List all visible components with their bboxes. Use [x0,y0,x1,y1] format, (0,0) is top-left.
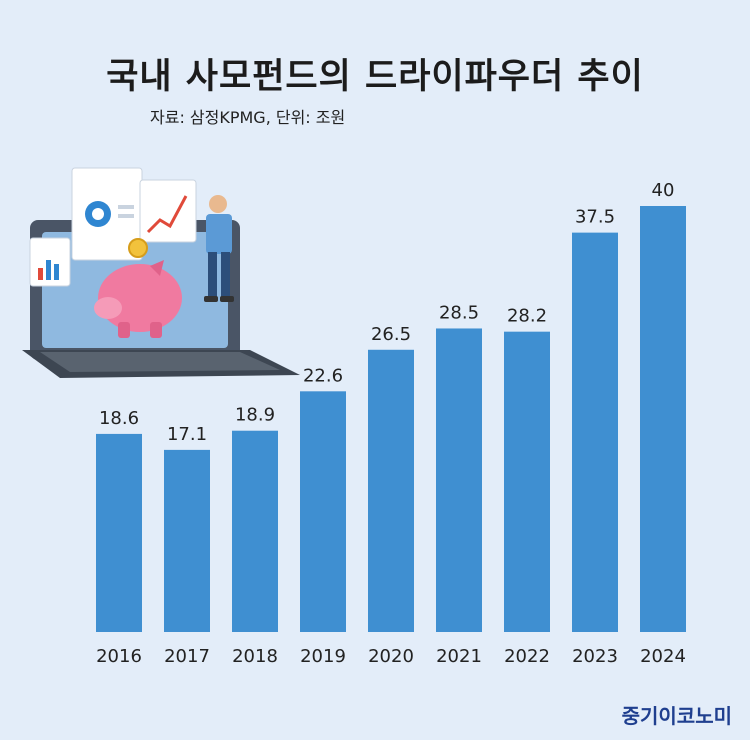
bar-2020 [368,349,414,632]
category-label-2017: 2017 [164,646,210,667]
category-label-2021: 2021 [436,646,482,667]
value-label-2020: 26.5 [371,324,411,345]
bar-2021 [436,328,482,632]
category-label-2018: 2018 [232,646,278,667]
bar-2022 [504,331,550,632]
category-label-2024: 2024 [640,646,686,667]
bar-2024 [640,206,686,632]
bar-2019 [300,391,346,632]
bar-2017 [164,449,210,632]
value-label-2021: 28.5 [439,302,479,323]
brand-logo: 중기이코노미 [621,704,732,728]
category-label-2022: 2022 [504,646,550,667]
value-label-2024: 40 [652,180,675,201]
bar-2018 [232,430,278,632]
value-label-2023: 37.5 [575,207,615,228]
value-label-2019: 22.6 [303,365,343,386]
category-label-2023: 2023 [572,646,618,667]
page-title: 국내 사모펀드의 드라이파우더 추이 [106,57,644,97]
value-label-2017: 17.1 [167,424,207,445]
source-note: 자료: 삼정KPMG, 단위: 조원 [150,108,346,127]
bar-2023 [572,232,618,632]
bar-2016 [96,433,142,632]
category-label-2019: 2019 [300,646,346,667]
value-label-2016: 18.6 [99,408,139,429]
value-label-2022: 28.2 [507,306,547,327]
category-label-2016: 2016 [96,646,142,667]
category-label-2020: 2020 [368,646,414,667]
value-label-2018: 18.9 [235,405,275,426]
